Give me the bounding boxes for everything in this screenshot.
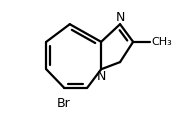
Text: Br: Br xyxy=(57,97,71,110)
Text: N: N xyxy=(96,70,106,83)
Text: CH₃: CH₃ xyxy=(151,37,172,47)
Text: N: N xyxy=(115,11,125,23)
